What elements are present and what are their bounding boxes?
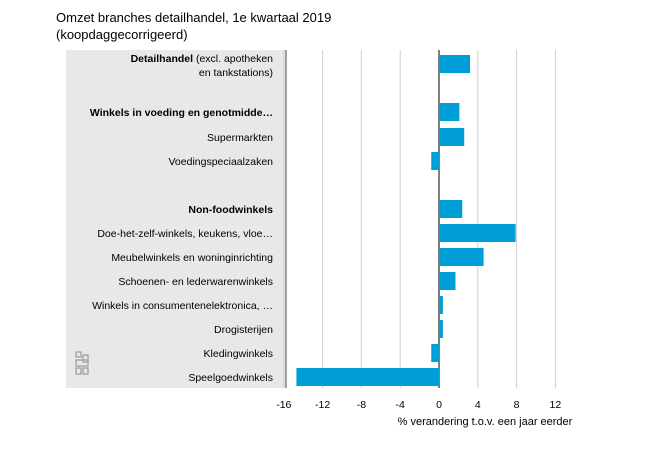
chart-title-line2: (koopdaggecorrigeerd) bbox=[56, 27, 188, 42]
x-tick-label: 0 bbox=[436, 399, 442, 411]
x-tick-label: -8 bbox=[357, 399, 366, 411]
bar bbox=[439, 272, 456, 290]
category-labels: Detailhandel (excl. apotheken en tankstat… bbox=[90, 53, 273, 384]
category-label: Supermarkten bbox=[207, 132, 273, 144]
cbs-logo-icon bbox=[75, 351, 89, 375]
label-panel bbox=[66, 50, 286, 388]
category-label-suffix2: en tankstations) bbox=[199, 67, 273, 79]
bar bbox=[439, 320, 443, 338]
x-tick-label: -16 bbox=[276, 399, 291, 411]
chart-title-line1: Omzet branches detailhandel, 1e kwartaal… bbox=[56, 10, 332, 25]
bar bbox=[439, 296, 443, 314]
category-label: Doe-het-zelf-winkels, keukens, vloe… bbox=[97, 228, 273, 240]
bar bbox=[431, 152, 439, 170]
bar bbox=[439, 224, 516, 242]
category-label: Meubelwinkels en woninginrichting bbox=[111, 252, 273, 264]
category-label-suffix: (excl. apotheken bbox=[193, 53, 273, 65]
bars bbox=[296, 55, 516, 386]
category-label: Voedingspeciaalzaken bbox=[169, 156, 274, 168]
chart-title: Omzet branches detailhandel, 1e kwartaal… bbox=[56, 9, 331, 43]
bar bbox=[439, 248, 484, 266]
category-label: Schoenen- en lederwarenwinkels bbox=[118, 276, 273, 288]
gridlines bbox=[283, 50, 556, 388]
category-label: Drogisterijen bbox=[214, 324, 273, 336]
category-label: Non-foodwinkels bbox=[188, 204, 273, 216]
x-tick-labels: -16 -12 -8 -4 0 4 8 12 bbox=[276, 399, 561, 411]
bar bbox=[439, 103, 460, 121]
bar bbox=[431, 344, 439, 362]
category-label: Winkels in consumentenelektronica, … bbox=[92, 300, 273, 312]
x-tick-label: 12 bbox=[550, 399, 562, 411]
bar bbox=[439, 128, 465, 146]
category-label: Winkels in voeding en genotmidde… bbox=[90, 107, 273, 119]
x-tick-label: -12 bbox=[315, 399, 330, 411]
bar bbox=[296, 368, 439, 386]
x-axis-title: % verandering t.o.v. een jaar eerder bbox=[398, 416, 573, 428]
x-tick-label: 8 bbox=[514, 399, 520, 411]
category-label-main: Detailhandel bbox=[131, 53, 194, 65]
category-label: Kledingwinkels bbox=[204, 348, 273, 360]
bar bbox=[439, 55, 471, 73]
category-label: Speelgoedwinkels bbox=[188, 372, 273, 384]
x-tick-label: 4 bbox=[475, 399, 481, 411]
category-label: Detailhandel (excl. apotheken bbox=[131, 53, 274, 65]
bar bbox=[439, 200, 463, 218]
x-tick-label: -4 bbox=[396, 399, 405, 411]
